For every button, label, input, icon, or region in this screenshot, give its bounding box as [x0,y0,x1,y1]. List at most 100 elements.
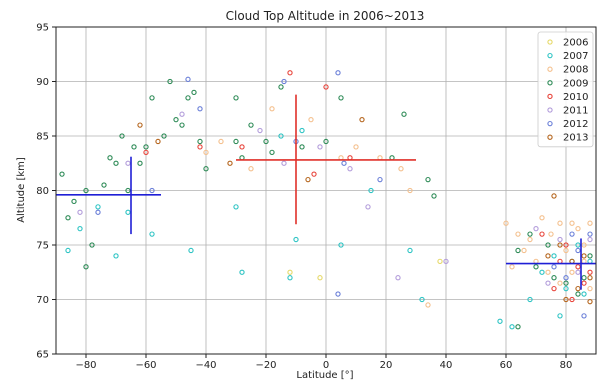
legend-label: 2010 [563,92,588,103]
data-point-2009 [233,95,239,101]
x-tick-label: 60 [500,360,513,371]
data-point-2011 [545,280,551,286]
data-point-2013 [557,242,563,248]
data-point-2012 [197,106,203,112]
data-point-2011 [533,225,539,232]
data-point-2009 [179,122,185,128]
data-point-2008 [563,247,569,254]
legend-label: 2008 [563,65,588,76]
legend-marker [547,107,553,113]
axis-ticks: −80 −60 −40 −20 0 20 40 60 80 65 70 75 80 85 90 95 [36,23,572,372]
data-point-2007 [527,296,533,303]
data-point-2013 [551,193,557,199]
data-point-2009 [113,160,119,166]
data-point-2007 [188,247,194,254]
data-point-2013 [305,176,311,183]
data-point-2009 [131,144,137,150]
data-point-2007 [125,209,131,215]
data-point-2009 [515,324,521,330]
data-point-2010 [587,269,593,275]
data-point-2009 [89,242,95,248]
data-point-2006 [287,269,293,275]
x-tick-label: 0 [323,360,329,371]
data-point-2011 [347,166,353,172]
data-point-2007 [581,291,587,297]
data-point-2007 [563,285,569,292]
data-point-2010 [287,70,293,76]
x-tick-label: −40 [195,360,216,371]
data-point-2009 [137,160,143,166]
x-tick-label: 20 [380,360,393,371]
data-point-2009 [338,95,344,101]
data-point-2009 [197,138,203,145]
error-cross [56,156,161,235]
data-point-2008 [509,264,515,270]
data-point-2009 [545,242,551,248]
y-axis-label: Altitude [km] [16,157,27,223]
y-tick-label: 70 [36,295,49,306]
data-point-2009 [581,275,587,281]
data-point-2007 [233,204,239,210]
series-2009 [59,78,593,330]
data-point-2008 [407,187,413,194]
data-point-2011 [557,236,563,243]
data-point-2012 [587,231,593,237]
data-point-2012 [563,275,569,281]
data-point-2012 [341,160,347,166]
data-point-2008 [203,149,209,155]
data-point-2008 [353,144,359,150]
data-point-2010 [581,280,587,286]
data-point-2008 [521,247,527,254]
data-point-2013 [581,253,587,259]
data-point-2007 [149,231,155,237]
data-point-2011 [281,160,287,166]
y-tick-label: 90 [36,77,49,88]
x-tick-label: −20 [255,360,276,371]
data-point-2008 [587,285,593,292]
x-tick-label: 80 [560,360,573,371]
data-point-2009 [149,95,155,101]
data-point-2008 [581,242,587,248]
data-point-2009 [191,89,197,96]
data-point-2009 [431,193,437,199]
y-tick-label: 95 [36,23,49,34]
data-point-2009 [107,155,113,161]
data-point-2008 [269,106,275,112]
data-point-2008 [539,215,545,221]
data-point-2008 [527,236,533,243]
data-point-2007 [551,253,557,259]
data-point-2009 [425,176,431,183]
data-point-2013 [587,299,593,305]
data-point-2010 [551,285,557,292]
data-point-2009 [83,264,89,270]
data-point-2007 [557,313,563,319]
data-point-2011 [125,160,131,166]
data-point-2011 [587,236,593,243]
legend-label: 2012 [563,119,588,130]
data-point-2008 [308,117,314,123]
data-point-2009 [527,231,533,237]
data-point-2012 [581,313,587,319]
data-point-2012 [551,264,557,270]
data-point-2011 [365,204,371,210]
grid-lines [56,26,596,355]
data-point-2008 [248,166,254,172]
data-point-2008 [218,138,224,145]
data-point-2012 [335,291,341,297]
data-point-2007 [65,247,71,254]
legend-marker [547,93,553,100]
data-point-2009 [119,133,125,139]
data-point-2008 [515,231,521,237]
data-point-2013 [545,253,551,259]
data-point-2009 [65,215,71,221]
data-point-2013 [587,275,593,281]
data-point-2009 [161,133,167,139]
data-point-2009 [551,275,557,281]
data-point-2013 [575,285,581,292]
series-2012 [95,70,593,319]
data-point-2010 [569,296,575,303]
legend-box [537,31,594,148]
legend-label: 2011 [563,106,588,117]
data-point-2006 [317,275,323,281]
